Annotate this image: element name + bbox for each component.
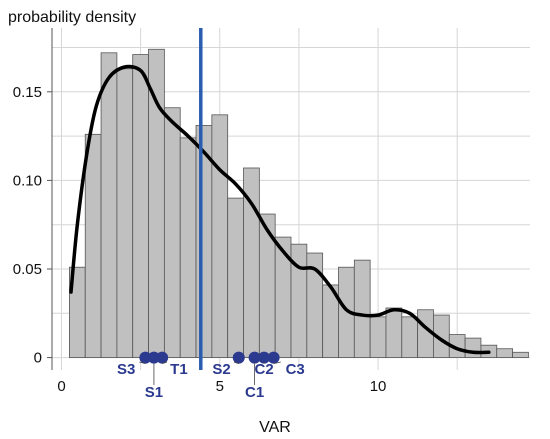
marker-leader	[233, 361, 239, 364]
marker-label: C2	[254, 361, 273, 378]
histogram-bar	[211, 114, 229, 358]
histogram-bar	[401, 316, 419, 358]
markers-group: S3 S1 T1 S2 C1 C2 C3	[117, 351, 305, 401]
histogram-bar	[227, 197, 244, 358]
histogram-bar	[179, 137, 197, 358]
y-tick-label: 0.10	[13, 172, 42, 189]
x-tick-label: 5	[216, 378, 224, 395]
marker-leader	[162, 361, 168, 364]
x-axis-label: VAR	[259, 419, 291, 436]
y-tick-label: 0.05	[13, 261, 42, 278]
marker-leader	[273, 361, 281, 364]
histogram-bar	[100, 52, 118, 358]
histogram-bar	[385, 307, 403, 358]
histogram-bar	[369, 316, 387, 358]
marker-point	[139, 351, 152, 364]
marker-label: S2	[212, 361, 230, 378]
marker-label: T1	[170, 361, 188, 378]
marker-point	[248, 351, 261, 364]
x-tick-label: 0	[57, 378, 65, 395]
marker-label: C1	[245, 384, 264, 401]
marker-point	[258, 351, 271, 364]
histogram-bar	[496, 348, 513, 358]
marker-point	[147, 351, 160, 364]
marker-point	[156, 351, 169, 364]
marker-point	[232, 351, 245, 364]
histogram-bar	[464, 337, 482, 358]
histogram-bar	[84, 133, 102, 358]
y-axis-label: probability density	[8, 9, 136, 26]
marker-label: S3	[117, 361, 135, 378]
histogram-bar	[116, 68, 134, 358]
density-curve-group	[69, 64, 491, 355]
marker-point	[267, 351, 280, 364]
histogram-bar	[148, 48, 165, 358]
density-curve	[69, 64, 491, 355]
x-tick-label: 10	[370, 378, 387, 395]
histogram-bar	[163, 107, 181, 358]
histogram-bar	[512, 351, 529, 358]
axes: 0 0.05 0.10 0.15 0 5 10	[13, 28, 387, 395]
y-tick-label: 0	[34, 350, 42, 367]
marker-label: C3	[286, 361, 305, 378]
marker-label: S1	[145, 384, 163, 401]
marker-leader	[139, 361, 146, 364]
y-tick-label: 0.15	[13, 84, 42, 101]
histogram-bar	[353, 259, 371, 358]
histogram-bar	[132, 54, 149, 358]
